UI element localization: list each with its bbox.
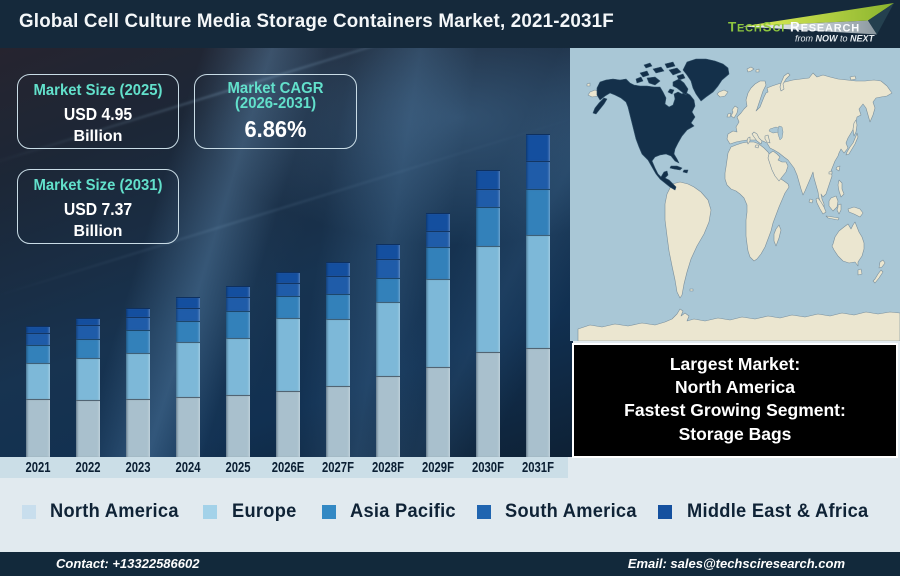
svg-text:RESEARCH: RESEARCH: [790, 20, 860, 35]
svg-text:from NOW to NEXT: from NOW to NEXT: [795, 34, 876, 44]
svg-text:TECHSCI: TECHSCI: [728, 20, 785, 35]
